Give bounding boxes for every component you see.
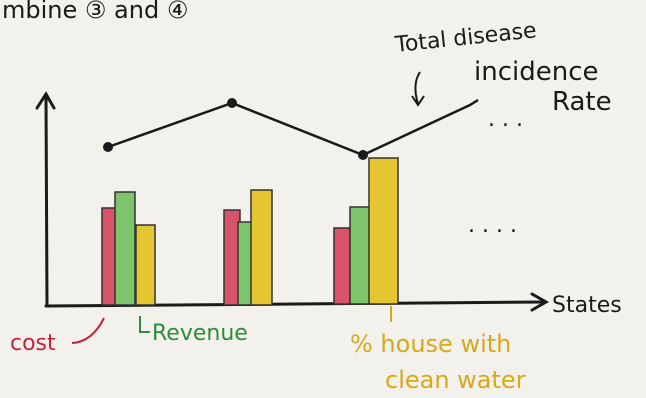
line-point — [103, 142, 113, 152]
legend-water: % house with — [350, 330, 511, 358]
legend-cost: cost — [10, 331, 56, 356]
y-arrow — [35, 91, 56, 110]
pointer — [139, 316, 150, 333]
x-arrow — [530, 292, 550, 312]
legend-revenue: Revenue — [152, 321, 248, 346]
legend-water: clean water — [385, 366, 526, 394]
label-arrow — [411, 71, 425, 107]
bars — [101, 157, 399, 306]
line-label: incidence — [474, 57, 599, 87]
line-points — [103, 98, 368, 160]
continuation: . . . . — [468, 213, 517, 238]
bar-revenue — [114, 191, 136, 306]
line-point — [358, 150, 368, 160]
bar-water — [250, 189, 273, 306]
header-text: mbine ③ and ④ — [2, 0, 188, 24]
bar-water — [368, 157, 399, 305]
continuation: . . . — [488, 107, 523, 132]
bar-water — [135, 224, 156, 306]
y-axis — [44, 94, 49, 308]
x-axis-label: States — [552, 293, 622, 318]
line-point — [227, 98, 237, 108]
pointer — [71, 317, 105, 344]
bar-cost — [333, 227, 351, 305]
line-label: Rate — [552, 87, 612, 117]
